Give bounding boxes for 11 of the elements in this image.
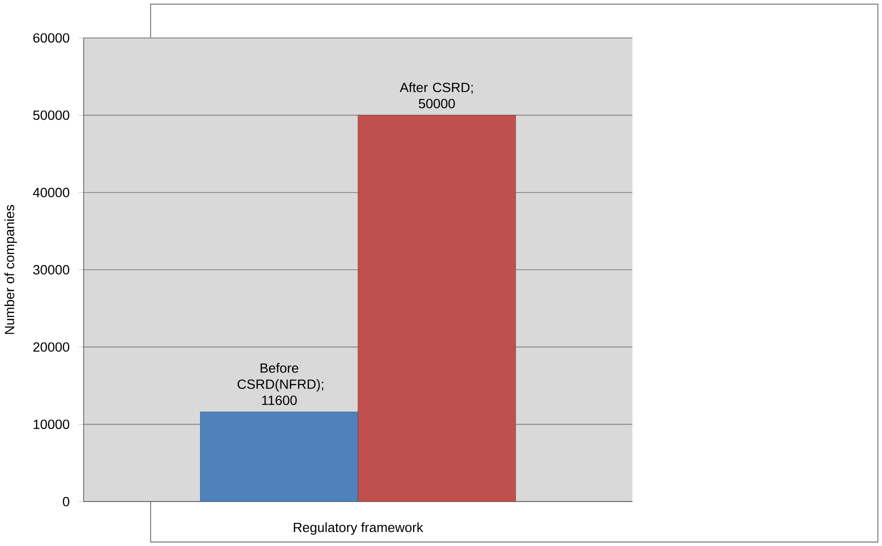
- y-tick-label: 10000: [34, 419, 70, 429]
- y-axis-title: Number of companies: [4, 204, 17, 334]
- data-label: Before CSRD(NFRD); 11600: [238, 362, 324, 405]
- y-tick-label: 60000: [33, 33, 70, 43]
- y-tick-label: 20000: [33, 342, 70, 352]
- y-tick-label: 50000: [33, 110, 70, 120]
- y-tick-label: 30000: [33, 264, 70, 274]
- data-label: After CSRD; 50000: [400, 82, 473, 108]
- x-axis-title: Regulatory framework: [294, 522, 424, 535]
- y-tick-label: 0: [62, 496, 70, 506]
- y-tick-label: 40000: [32, 188, 70, 198]
